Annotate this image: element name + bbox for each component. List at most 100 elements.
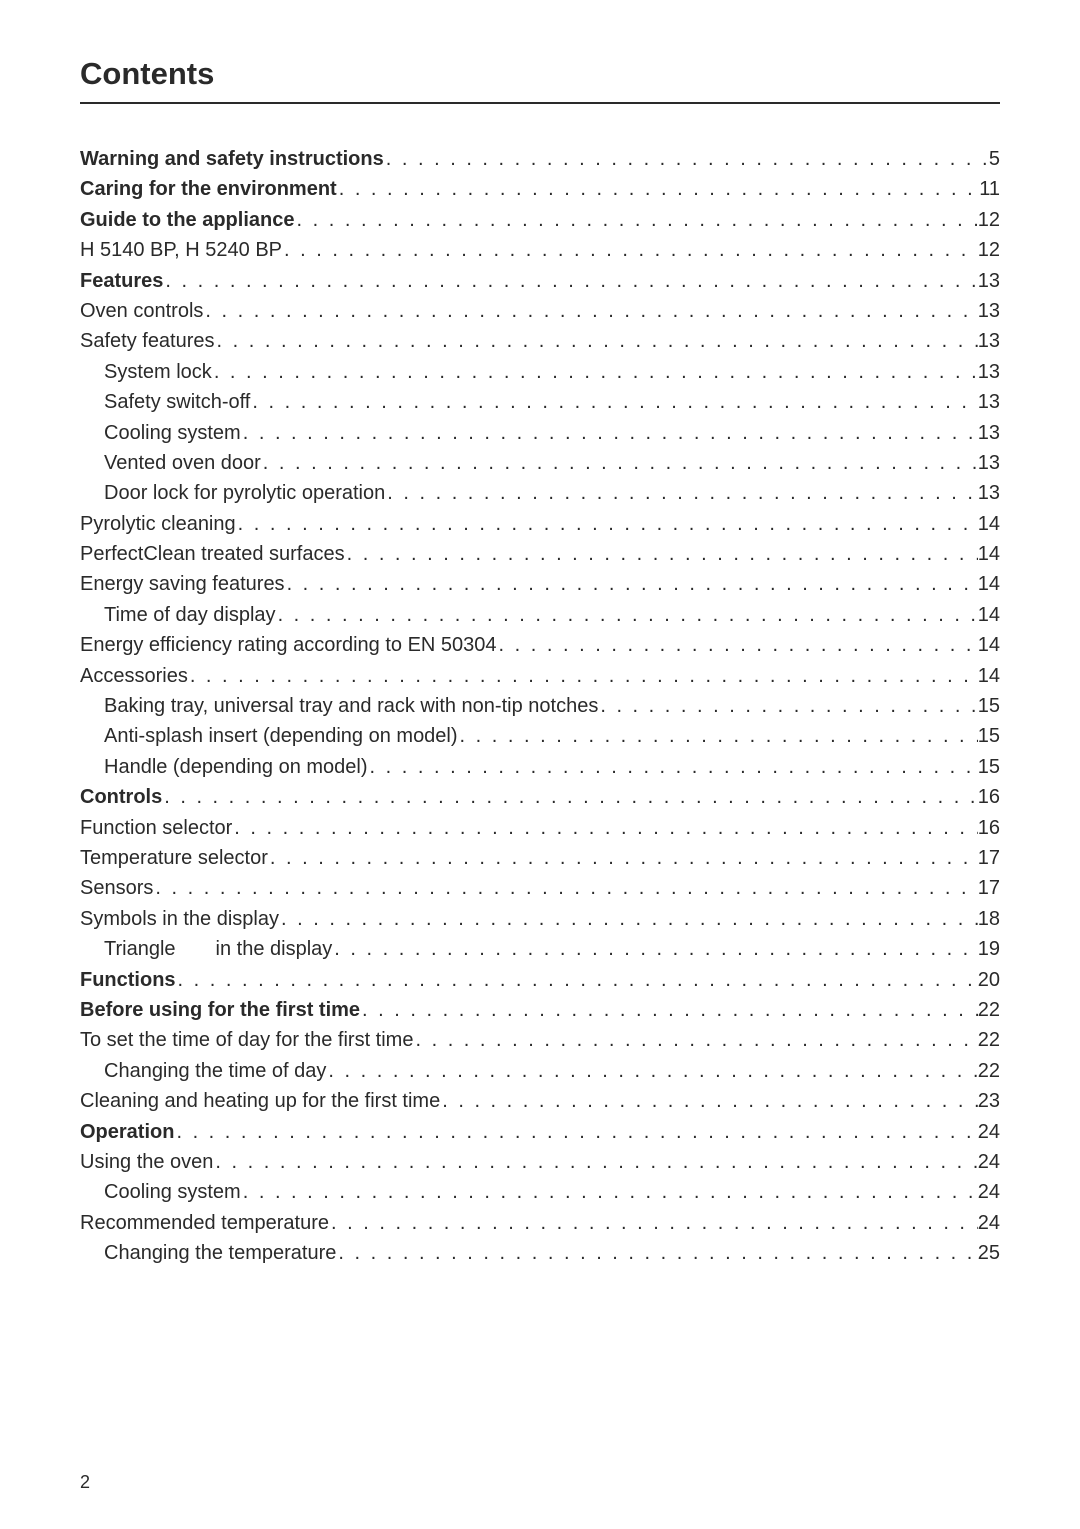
toc-label: System lock [104, 357, 212, 387]
toc-page-number: 13 [978, 357, 1000, 387]
toc-page-number: 22 [978, 1025, 1000, 1055]
toc-leader-dots: . . . . . . . . . . . . . . . . . . . . … [368, 752, 978, 782]
toc-page-number: 13 [978, 448, 1000, 478]
toc-row: Changing the temperature. . . . . . . . … [80, 1238, 1000, 1268]
toc-row: Accessories. . . . . . . . . . . . . . .… [80, 661, 1000, 691]
toc-page-number: 12 [978, 235, 1000, 265]
toc-page-number: 14 [978, 509, 1000, 539]
toc-page-number: 14 [978, 630, 1000, 660]
toc-leader-dots: . . . . . . . . . . . . . . . . . . . . … [250, 387, 977, 417]
toc-row: Energy efficiency rating according to EN… [80, 630, 1000, 660]
toc-leader-dots: . . . . . . . . . . . . . . . . . . . . … [360, 995, 978, 1025]
toc-label: Trianglein the display [104, 934, 332, 964]
toc-label: Baking tray, universal tray and rack wit… [104, 691, 598, 721]
toc-page-number: 20 [978, 965, 1000, 995]
toc-leader-dots: . . . . . . . . . . . . . . . . . . . . … [497, 630, 978, 660]
toc-row: Door lock for pyrolytic operation. . . .… [80, 478, 1000, 508]
toc-label: Vented oven door [104, 448, 261, 478]
toc-page-number: 14 [978, 539, 1000, 569]
toc-leader-dots: . . . . . . . . . . . . . . . . . . . . … [241, 418, 978, 448]
toc-page-number: 19 [978, 934, 1000, 964]
toc-row: Changing the time of day. . . . . . . . … [80, 1056, 1000, 1086]
toc-row: Anti-splash insert (depending on model).… [80, 721, 1000, 751]
toc-label: Oven controls [80, 296, 203, 326]
toc-leader-dots: . . . . . . . . . . . . . . . . . . . . … [332, 934, 977, 964]
toc-page-number: 24 [978, 1147, 1000, 1177]
toc-label: Caring for the environment [80, 174, 337, 204]
toc-leader-dots: . . . . . . . . . . . . . . . . . . . . … [294, 205, 977, 235]
toc-page-number: 13 [978, 296, 1000, 326]
toc-page-number: 14 [978, 600, 1000, 630]
toc-page-number: 13 [978, 326, 1000, 356]
toc-page-number: 17 [978, 843, 1000, 873]
toc-leader-dots: . . . . . . . . . . . . . . . . . . . . … [440, 1086, 978, 1116]
toc-row: Guide to the appliance. . . . . . . . . … [80, 205, 1000, 235]
toc-label: Changing the temperature [104, 1238, 336, 1268]
toc-leader-dots: . . . . . . . . . . . . . . . . . . . . … [345, 539, 978, 569]
toc-page-number: 12 [978, 205, 1000, 235]
toc-row: Functions. . . . . . . . . . . . . . . .… [80, 965, 1000, 995]
toc-label: Time of day display [104, 600, 276, 630]
toc-leader-dots: . . . . . . . . . . . . . . . . . . . . … [458, 721, 978, 751]
toc-page-number: 14 [978, 569, 1000, 599]
toc-row: Recommended temperature. . . . . . . . .… [80, 1208, 1000, 1238]
toc-page-number: 25 [978, 1238, 1000, 1268]
toc-row: Controls. . . . . . . . . . . . . . . . … [80, 782, 1000, 812]
toc-row: PerfectClean treated surfaces. . . . . .… [80, 539, 1000, 569]
toc-label: H 5140 BP, H 5240 BP [80, 235, 282, 265]
toc-label: Cleaning and heating up for the first ti… [80, 1086, 440, 1116]
toc-row: Cooling system. . . . . . . . . . . . . … [80, 1177, 1000, 1207]
toc-leader-dots: . . . . . . . . . . . . . . . . . . . . … [276, 600, 978, 630]
toc-page-number: 15 [978, 721, 1000, 751]
toc-leader-dots: . . . . . . . . . . . . . . . . . . . . … [232, 813, 977, 843]
toc-page-number: 22 [978, 995, 1000, 1025]
toc-leader-dots: . . . . . . . . . . . . . . . . . . . . … [261, 448, 978, 478]
toc-row: To set the time of day for the first tim… [80, 1025, 1000, 1055]
toc-label: Pyrolytic cleaning [80, 509, 236, 539]
page-number: 2 [80, 1472, 90, 1493]
toc-leader-dots: . . . . . . . . . . . . . . . . . . . . … [203, 296, 977, 326]
toc-leader-dots: . . . . . . . . . . . . . . . . . . . . … [188, 661, 978, 691]
toc-label: Symbols in the display [80, 904, 279, 934]
toc-leader-dots: . . . . . . . . . . . . . . . . . . . . … [285, 569, 978, 599]
toc-page-number: 23 [978, 1086, 1000, 1116]
toc-leader-dots: . . . . . . . . . . . . . . . . . . . . … [162, 782, 978, 812]
toc-row: Pyrolytic cleaning. . . . . . . . . . . … [80, 509, 1000, 539]
toc-page-number: 13 [978, 266, 1000, 296]
toc-page-number: 24 [978, 1208, 1000, 1238]
toc-row: Safety features. . . . . . . . . . . . .… [80, 326, 1000, 356]
toc-page-number: 5 [989, 144, 1000, 174]
toc-leader-dots: . . . . . . . . . . . . . . . . . . . . … [337, 174, 980, 204]
toc-label: Changing the time of day [104, 1056, 326, 1086]
toc-label: Recommended temperature [80, 1208, 329, 1238]
toc-page-number: 24 [978, 1117, 1000, 1147]
toc-leader-dots: . . . . . . . . . . . . . . . . . . . . … [385, 478, 978, 508]
toc-leader-dots: . . . . . . . . . . . . . . . . . . . . … [329, 1208, 978, 1238]
toc-leader-dots: . . . . . . . . . . . . . . . . . . . . … [268, 843, 978, 873]
toc-row: Energy saving features. . . . . . . . . … [80, 569, 1000, 599]
toc-label: Energy saving features [80, 569, 285, 599]
toc-label: Safety features [80, 326, 215, 356]
toc-row: Cooling system. . . . . . . . . . . . . … [80, 418, 1000, 448]
toc-page-number: 13 [978, 387, 1000, 417]
toc-leader-dots: . . . . . . . . . . . . . . . . . . . . … [174, 1117, 977, 1147]
toc-row: Safety switch-off. . . . . . . . . . . .… [80, 387, 1000, 417]
toc-label: Anti-splash insert (depending on model) [104, 721, 458, 751]
toc-page-number: 13 [978, 478, 1000, 508]
toc-page-number: 17 [978, 873, 1000, 903]
toc-page-number: 15 [978, 691, 1000, 721]
toc-page-number: 22 [978, 1056, 1000, 1086]
toc-row: Vented oven door. . . . . . . . . . . . … [80, 448, 1000, 478]
toc-row: Cleaning and heating up for the first ti… [80, 1086, 1000, 1116]
toc-leader-dots: . . . . . . . . . . . . . . . . . . . . … [176, 965, 978, 995]
toc-label: Using the oven [80, 1147, 213, 1177]
toc-label: Temperature selector [80, 843, 268, 873]
toc-leader-dots: . . . . . . . . . . . . . . . . . . . . … [413, 1025, 977, 1055]
toc-leader-dots: . . . . . . . . . . . . . . . . . . . . … [215, 326, 978, 356]
toc-page-number: 13 [978, 418, 1000, 448]
toc-leader-dots: . . . . . . . . . . . . . . . . . . . . … [598, 691, 977, 721]
toc-leader-dots: . . . . . . . . . . . . . . . . . . . . … [163, 266, 977, 296]
toc-label: Guide to the appliance [80, 205, 294, 235]
toc-label: Door lock for pyrolytic operation [104, 478, 385, 508]
toc-label: Safety switch-off [104, 387, 250, 417]
